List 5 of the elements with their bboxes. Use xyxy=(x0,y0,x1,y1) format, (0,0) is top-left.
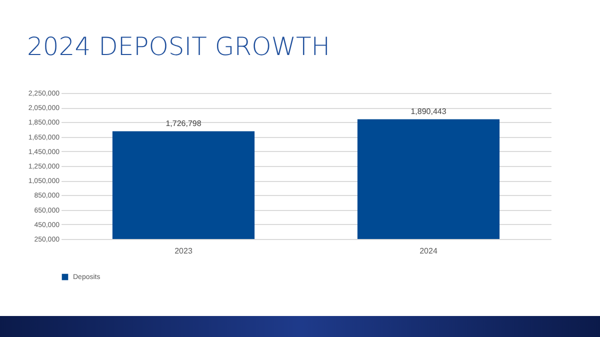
x-tick-label: 2023 xyxy=(174,246,193,256)
text: 1,726,798 xyxy=(166,119,202,128)
x-tick-label: 2024 xyxy=(420,246,438,256)
text: 1,890,443 xyxy=(410,107,446,116)
chart-title: 2024 DEPOSIT GROWTH xyxy=(27,32,330,61)
